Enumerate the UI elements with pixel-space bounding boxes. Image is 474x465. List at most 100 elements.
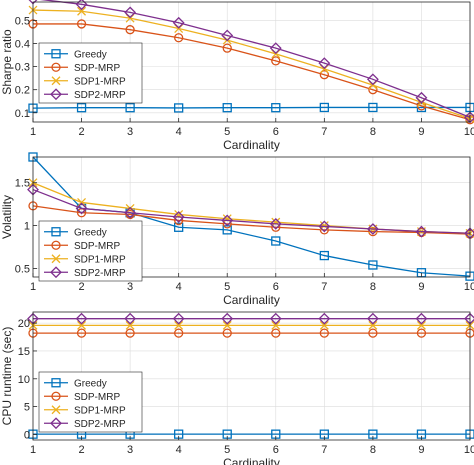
legend-entry: SDP-MRP	[44, 240, 120, 252]
data-point	[318, 312, 331, 325]
series-line	[39, 0, 471, 118]
data-point	[172, 16, 185, 29]
data-point	[221, 29, 234, 42]
x-tick-label: 2	[78, 444, 84, 456]
data-point	[125, 25, 135, 35]
x-tick-label: 7	[321, 126, 327, 138]
data-point	[318, 220, 331, 233]
y-tick-label: 5	[24, 402, 30, 414]
data-point	[75, 312, 88, 325]
data-point	[318, 57, 331, 70]
legend-marker	[50, 417, 62, 430]
y-tick-label: 10	[18, 374, 30, 386]
x-tick-label: 3	[127, 126, 133, 138]
data-point	[222, 328, 232, 338]
x-tick-label: 6	[273, 126, 279, 138]
x-axis-label: Cardinality	[223, 456, 280, 465]
series-line	[33, 23, 471, 121]
data-point	[222, 43, 232, 53]
axes-box	[32, 156, 471, 278]
data-point	[222, 214, 232, 224]
data-point	[269, 312, 282, 325]
data-point	[124, 312, 137, 325]
data-point	[172, 211, 185, 223]
legend-marker	[51, 62, 61, 72]
x-tick-label: 1	[30, 444, 36, 456]
data-point	[125, 328, 135, 338]
x-tick-label: 8	[370, 444, 376, 456]
data-point	[77, 197, 87, 207]
data-point	[125, 103, 135, 113]
data-point	[368, 260, 378, 270]
legend-label: SDP-MRP	[74, 241, 120, 252]
legend-label: SDP1-MRP	[74, 76, 126, 87]
data-point	[368, 102, 378, 113]
data-point	[174, 320, 184, 330]
legend-entry: SDP2-MRP	[44, 88, 126, 101]
y-tick-label: 1	[24, 221, 30, 233]
x-tick-label: 3	[127, 281, 133, 293]
x-tick-label: 9	[418, 444, 424, 456]
data-point	[319, 250, 329, 261]
y-tick-label: 15	[18, 346, 30, 358]
data-point	[76, 19, 87, 29]
series-line	[32, 188, 471, 234]
x-tick-label: 6	[273, 281, 279, 293]
series-line	[32, 9, 471, 120]
legend-marker	[50, 88, 62, 101]
x-axis-label: Cardinality	[223, 138, 280, 152]
data-point	[416, 320, 426, 330]
x-tick-label: 4	[176, 281, 182, 293]
data-point	[271, 103, 281, 113]
x-tick-label: 8	[370, 126, 376, 138]
data-point	[319, 70, 329, 80]
legend-marker	[51, 49, 61, 59]
data-point	[271, 328, 281, 338]
data-point	[221, 312, 234, 325]
data-point	[271, 56, 281, 66]
legend: Greedy SDP-MRP SDP1-MRP SDP2-MRP	[38, 371, 143, 433]
data-point	[368, 226, 378, 237]
x-tick-label: 7	[321, 444, 327, 456]
legend-box	[38, 220, 143, 282]
legend-label: Greedy	[74, 49, 107, 60]
data-point	[124, 206, 137, 219]
data-point	[415, 225, 428, 238]
legend-label: Greedy	[74, 227, 107, 238]
legend: Greedy SDP-MRP SDP1-MRP SDP2-MRP	[38, 42, 143, 104]
legend-entry: SDP-MRP	[44, 391, 120, 403]
y-tick-label: 0.5	[15, 263, 30, 275]
data-point	[124, 6, 137, 19]
x-tick-label: 6	[273, 444, 279, 456]
x-tick-label: 10	[464, 444, 474, 456]
x-tick-label: 10	[464, 126, 474, 138]
legend-marker	[51, 227, 61, 237]
y-tick-label: 0.4	[15, 39, 30, 51]
legend-marker	[51, 391, 61, 401]
y-axis-label: Volatility	[0, 195, 14, 239]
axes-box	[32, 311, 471, 441]
data-point	[366, 73, 379, 86]
data-point	[75, 0, 88, 11]
chart-panel-1: 1 2 3 4 5 6 7 8 9 10 0.1 0.2 0.3 0.4 0.5 Cardinality Sha…	[0, 0, 474, 152]
legend-marker	[51, 405, 61, 415]
x-axis-label: Cardinality	[223, 293, 280, 307]
x-tick-label: 4	[176, 444, 182, 456]
legend-entry: SDP2-MRP	[44, 266, 126, 279]
x-tick-label: 1	[30, 126, 36, 138]
data-point	[76, 103, 87, 113]
x-tick-label: 9	[418, 281, 424, 293]
legend-label: SDP2-MRP	[74, 90, 126, 101]
data-point	[77, 320, 87, 330]
legend-entry: Greedy	[44, 378, 107, 389]
legend-box	[38, 371, 143, 433]
data-point	[125, 320, 135, 330]
data-point	[222, 320, 232, 330]
data-point	[269, 42, 282, 55]
legend-marker	[51, 240, 61, 250]
data-point	[319, 320, 329, 330]
data-point	[269, 217, 282, 230]
y-tick-label: 0.2	[15, 85, 30, 97]
legend-entry: Greedy	[44, 227, 107, 238]
x-tick-label: 4	[176, 126, 182, 138]
